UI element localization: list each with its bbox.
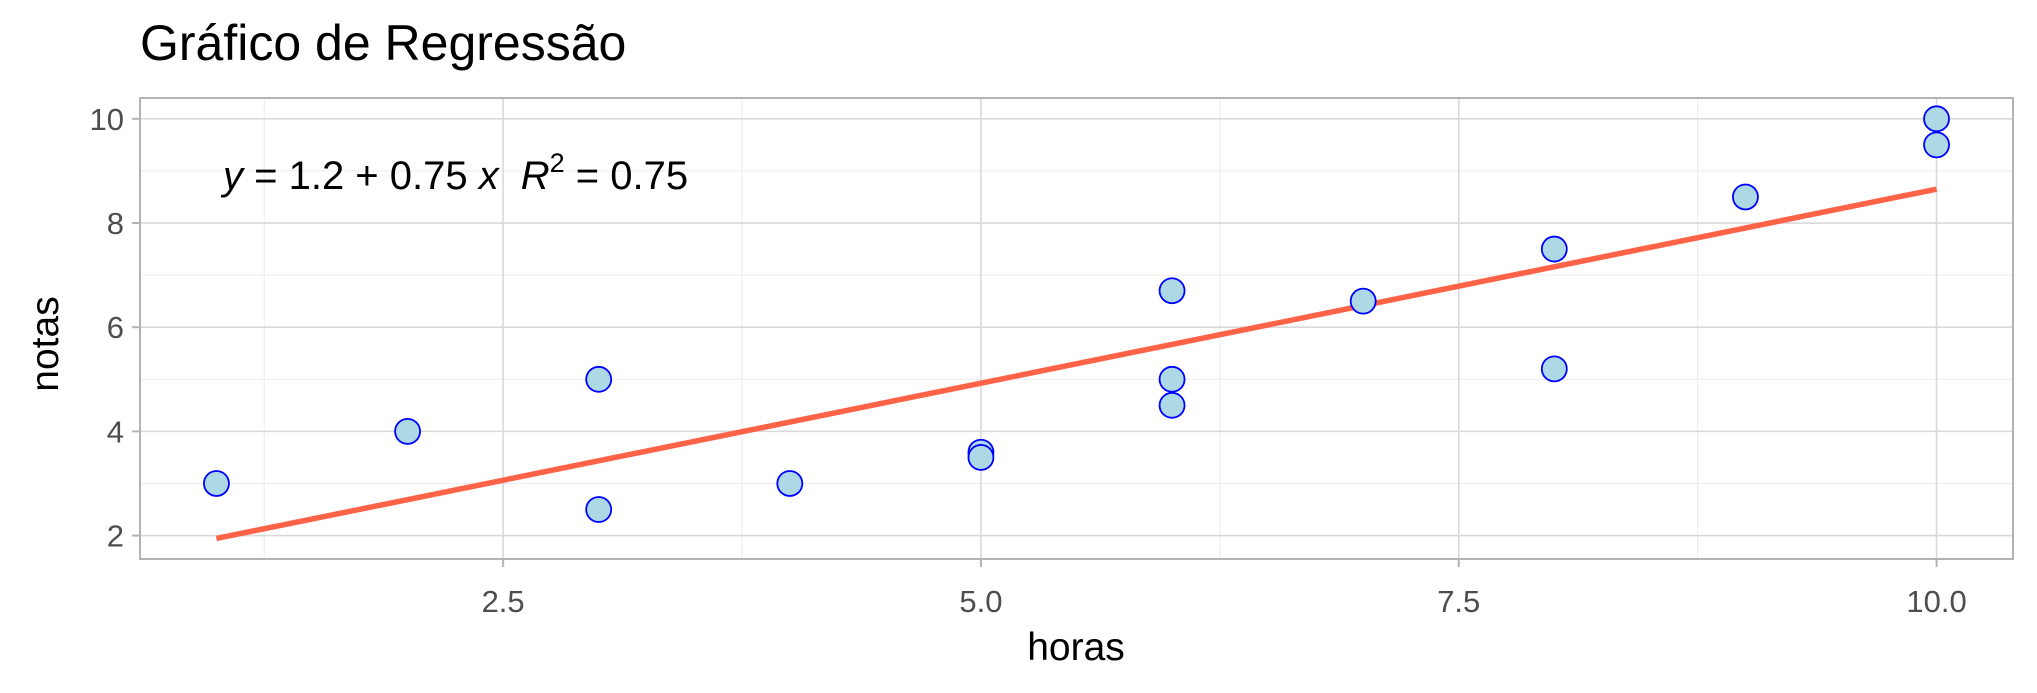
data-point [585,365,613,393]
equation-r-value: = 0.75 [565,154,688,198]
data-point [1923,105,1950,133]
x-axis-title: horas [1027,626,1125,669]
x-tick-label: 5.0 [959,584,1002,619]
y-axis-title: notas [24,296,67,391]
data-point [1540,235,1568,263]
equation-body: = 1.2 + 0.75 [243,154,479,198]
data-point [203,470,230,497]
y-tick-label: 10 [90,102,124,137]
axis-ticks: 2.5 5.0 7.5 10.0 2 4 6 8 10 [90,102,1967,619]
y-tick-label: 6 [107,310,124,345]
data-point [967,444,995,471]
data-point [1158,365,1186,393]
data-point [1158,391,1186,419]
data-point [1540,355,1568,383]
data-points [203,105,1950,523]
equation-r-var: R [521,154,550,198]
equation-r-exponent: 2 [550,148,565,178]
x-tick-label: 2.5 [482,584,525,619]
data-point [776,470,804,497]
data-point [585,496,613,523]
grid-lines [140,98,2013,559]
x-tick-label: 7.5 [1437,584,1480,619]
data-point [1349,287,1377,315]
data-point [1158,277,1186,305]
chart-title: Gráfico de Regressão [140,15,626,71]
panel-border [139,97,2014,560]
data-point [394,417,421,445]
data-point [1732,183,1759,211]
y-tick-label: 8 [107,206,124,241]
equation-y-var: y [220,154,246,198]
equation-annotation: y = 1.2 + 0.75 x R2 = 0.75 [220,148,688,198]
regression-line [215,186,1938,542]
y-tick-label: 4 [107,414,124,449]
x-tick-label: 10.0 [1906,584,1966,619]
equation-x-var: x [477,154,501,198]
data-point [1923,131,1950,159]
y-tick-label: 2 [107,519,124,554]
